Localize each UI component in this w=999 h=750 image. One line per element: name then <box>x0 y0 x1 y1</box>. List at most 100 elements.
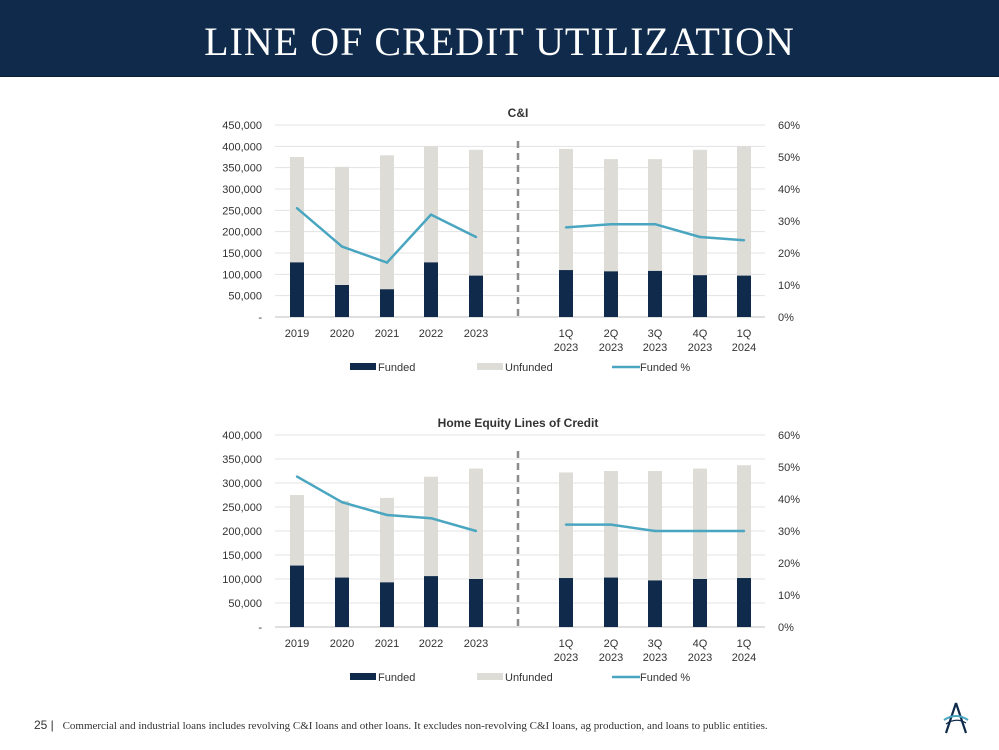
x-tick-label: 3Q <box>648 328 663 340</box>
y2-tick-label: 10% <box>778 590 800 602</box>
bar-unfunded <box>693 468 707 579</box>
y2-tick-label: 20% <box>778 558 800 570</box>
bar-unfunded <box>648 471 662 581</box>
legend-swatch <box>350 673 376 680</box>
legend-label: Unfunded <box>505 362 553 374</box>
bar-unfunded <box>693 149 707 276</box>
legend-swatch <box>350 363 376 370</box>
bar-unfunded <box>737 465 751 579</box>
bar-unfunded <box>424 476 438 577</box>
y-tick-label: - <box>258 312 262 324</box>
x-tick-label: 2023 <box>599 652 623 664</box>
y-tick-label: 50,000 <box>228 598 262 610</box>
funded-pct-point <box>742 239 746 242</box>
bar-funded <box>380 289 394 317</box>
bar-unfunded <box>335 166 349 285</box>
bar-funded <box>290 565 304 627</box>
bar-unfunded <box>290 495 304 566</box>
x-tick-label: 2Q <box>604 328 619 340</box>
funded-pct-point <box>564 523 568 526</box>
page-header: LINE OF CREDIT UTILIZATION <box>0 0 999 77</box>
x-tick-label: 2023 <box>688 652 712 664</box>
bar-unfunded <box>737 146 751 276</box>
x-tick-label: 1Q <box>737 638 752 650</box>
bar-funded <box>380 582 394 627</box>
funded-pct-point <box>385 513 389 517</box>
x-tick-label: 2023 <box>643 342 667 354</box>
funded-pct-point <box>564 226 568 229</box>
x-tick-label: 2022 <box>419 328 443 340</box>
y-tick-label: 150,000 <box>222 248 262 260</box>
x-tick-label: 1Q <box>559 638 574 650</box>
x-tick-label: 2023 <box>554 652 578 664</box>
x-tick-label: 2023 <box>643 652 667 664</box>
x-tick-label: 2023 <box>554 342 578 354</box>
x-tick-label: 4Q <box>693 328 708 340</box>
bar-unfunded <box>559 148 573 271</box>
y2-tick-label: 30% <box>778 526 800 538</box>
bar-funded <box>290 262 304 317</box>
bar-unfunded <box>424 146 438 263</box>
bar-funded <box>604 271 618 317</box>
bar-unfunded <box>335 500 349 578</box>
x-tick-label: 2020 <box>330 638 354 650</box>
funded-pct-point <box>698 235 702 239</box>
chart-title: C&I <box>508 106 529 120</box>
x-tick-label: 2019 <box>285 638 309 650</box>
y-tick-label: 400,000 <box>222 430 262 442</box>
footnote-text: Commercial and industrial loans includes… <box>62 720 768 732</box>
funded-pct-point <box>429 213 433 216</box>
funded-pct-point <box>295 207 299 210</box>
legend-label: Funded <box>378 672 415 684</box>
funded-pct-point <box>609 223 613 226</box>
y2-tick-label: 30% <box>778 216 800 228</box>
bar-funded <box>648 270 662 317</box>
x-tick-label: 2023 <box>599 342 623 354</box>
footnote: 25 | Commercial and industrial loans inc… <box>34 718 768 732</box>
y-tick-label: 450,000 <box>222 120 262 132</box>
y2-tick-label: 60% <box>778 430 800 442</box>
y2-tick-label: 0% <box>778 622 794 634</box>
funded-pct-point <box>653 529 657 533</box>
bar-unfunded <box>469 468 483 579</box>
y-tick-label: 200,000 <box>222 227 262 239</box>
y2-tick-label: 10% <box>778 280 800 292</box>
y-tick-label: 200,000 <box>222 526 262 538</box>
y-tick-label: 300,000 <box>222 478 262 490</box>
bar-funded <box>693 275 707 317</box>
bar-funded <box>424 576 438 627</box>
x-tick-label: 2021 <box>375 638 399 650</box>
legend-label: Funded % <box>640 362 690 374</box>
funded-pct-point <box>385 261 389 264</box>
funded-pct-point <box>474 529 478 533</box>
x-tick-label: 2023 <box>464 328 488 340</box>
x-tick-label: 2021 <box>375 328 399 340</box>
bar-funded <box>693 579 707 627</box>
y-tick-label: 150,000 <box>222 550 262 562</box>
bar-funded <box>469 579 483 627</box>
ci-chart: C&I - 50,000 100,000 150,000 200,000 250,000 30… <box>222 106 800 374</box>
legend-swatch <box>477 363 503 370</box>
funded-pct-point <box>474 235 478 239</box>
y2-tick-label: 50% <box>778 462 800 474</box>
y-tick-label: 250,000 <box>222 205 262 217</box>
company-logo <box>943 702 969 734</box>
legend-label: Funded % <box>640 672 690 684</box>
funded-pct-point <box>742 529 746 533</box>
bar-funded <box>335 577 349 627</box>
x-tick-label: 2022 <box>419 638 443 650</box>
x-tick-label: 1Q <box>559 328 574 340</box>
x-tick-label: 2023 <box>464 638 488 650</box>
funded-pct-point <box>295 475 299 478</box>
legend-label: Funded <box>378 362 415 374</box>
x-tick-label: 3Q <box>648 638 663 650</box>
bar-unfunded <box>604 159 618 272</box>
bar-funded <box>648 580 662 627</box>
bar-funded <box>559 270 573 317</box>
y2-tick-label: 50% <box>778 152 800 164</box>
x-tick-label: 2Q <box>604 638 619 650</box>
y-tick-label: 100,000 <box>222 574 262 586</box>
legend-label: Unfunded <box>505 672 553 684</box>
x-tick-label: 2019 <box>285 328 309 340</box>
bar-funded <box>559 578 573 627</box>
